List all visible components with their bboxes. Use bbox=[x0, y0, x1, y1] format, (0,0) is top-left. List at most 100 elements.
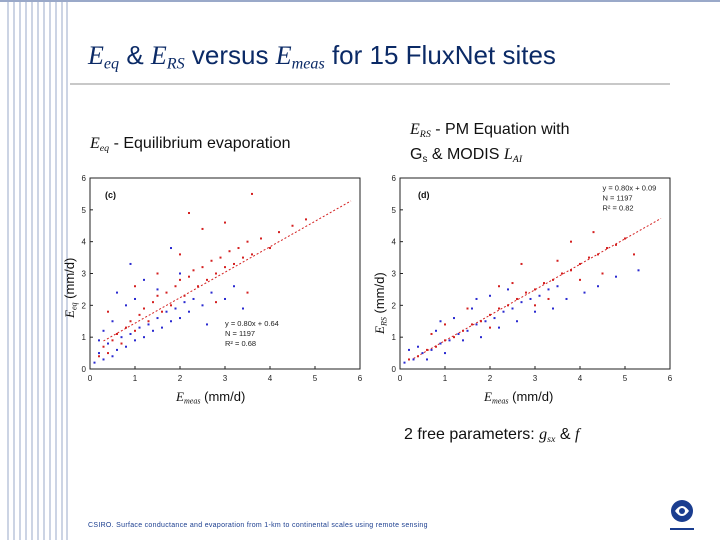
chart-c-point-blue bbox=[192, 297, 195, 300]
chart-d-point-blue bbox=[435, 329, 437, 332]
chart-d-point-blue bbox=[403, 361, 406, 364]
chart-d-point-red bbox=[552, 278, 554, 281]
chart-c-point-blue bbox=[152, 329, 154, 332]
chart-c-point-blue bbox=[179, 317, 181, 320]
free-parameters-note: 2 free parameters: gsx & f bbox=[404, 426, 579, 445]
chart-d-point-blue bbox=[529, 297, 532, 300]
chart-c-frame bbox=[89, 177, 361, 370]
chart-d-point-blue bbox=[408, 348, 410, 351]
chart-d-point-blue bbox=[597, 285, 599, 288]
chart-c-point-red bbox=[215, 272, 217, 275]
chart-d-annotation-line: y = 0.80x + 0.09 bbox=[603, 184, 657, 193]
chart-d-point-red bbox=[597, 253, 599, 256]
chart-c-point-blue bbox=[98, 339, 100, 342]
chart-c-point-blue bbox=[129, 262, 132, 265]
chart-c-xtick-label: 6 bbox=[358, 374, 363, 383]
scatter-chart-c: 0 1 2 3 4 5 6 0 1 2 3 4 5 6 (c) y = 0.80x + 0.64N = 119… bbox=[82, 174, 363, 383]
right-label-g-sub: s bbox=[422, 153, 428, 165]
chart-d-point-red bbox=[570, 269, 572, 272]
chart-c-point-blue bbox=[120, 336, 123, 339]
chart-d-point-blue bbox=[439, 342, 442, 345]
chart-d-panel-tag: (d) bbox=[418, 190, 430, 200]
left-label-sub: eq bbox=[99, 142, 110, 154]
chart-d-ylabel-sym: E bbox=[372, 326, 387, 334]
chart-c-point-blue bbox=[188, 310, 190, 313]
chart-c-panel-tag: (c) bbox=[105, 190, 116, 200]
chart-d-point-red bbox=[534, 304, 536, 307]
chart-c-point-blue bbox=[116, 348, 118, 351]
left-panel-label: Eeq - Equilibrium evaporation bbox=[90, 135, 291, 154]
chart-c-point-red bbox=[147, 320, 150, 323]
title-underline bbox=[70, 83, 670, 85]
chart-c-point-red bbox=[291, 224, 294, 227]
chart-d-point-blue bbox=[426, 358, 428, 361]
chart-d-point-red bbox=[534, 288, 536, 291]
chart-d-point-blue bbox=[475, 297, 478, 300]
chart-d-point-red bbox=[579, 278, 581, 281]
chart-c-point-blue bbox=[102, 329, 105, 332]
title-amp: & bbox=[119, 40, 151, 70]
chart-d-point-red bbox=[556, 259, 559, 262]
chart-c-ytick-label: 3 bbox=[82, 270, 87, 279]
chart-c-point-blue bbox=[134, 297, 136, 300]
chart-d-point-red bbox=[516, 297, 518, 300]
chart-c-point-red bbox=[188, 275, 190, 278]
chart-d-annotation-line: R² = 0.82 bbox=[603, 204, 634, 213]
chart-d-point-blue bbox=[421, 352, 424, 355]
title-e1: E bbox=[88, 41, 104, 70]
title-e2: E bbox=[150, 41, 167, 70]
chart-c-point-red bbox=[174, 285, 177, 288]
chart-d-point-blue bbox=[453, 317, 455, 320]
chart-d-point-blue bbox=[637, 269, 640, 272]
chart-c-xlabel-unit: (mm/d) bbox=[200, 389, 246, 404]
chart-d-point-red bbox=[606, 247, 608, 250]
chart-d-point-red bbox=[543, 282, 545, 285]
chart-c-point-red bbox=[116, 332, 118, 335]
chart-c-point-blue bbox=[98, 352, 100, 355]
chart-d-point-blue bbox=[457, 332, 460, 335]
chart-c-xtick-label: 1 bbox=[133, 374, 138, 383]
chart-c-point-red bbox=[233, 262, 235, 265]
chart-d-ylabel-sub: RS bbox=[379, 317, 389, 327]
params-g: g bbox=[539, 426, 548, 443]
chart-c-point-blue bbox=[143, 278, 145, 281]
top-rule bbox=[0, 0, 720, 2]
chart-d-point-blue bbox=[471, 307, 473, 310]
chart-d-point-blue bbox=[552, 307, 554, 310]
chart-c-ytick-label: 1 bbox=[82, 333, 87, 342]
chart-d-point-red bbox=[507, 304, 509, 307]
chart-d-xtick-label: 5 bbox=[623, 374, 628, 383]
footer-text: CSIRO. Surface conductance and evaporati… bbox=[88, 522, 428, 529]
chart-c-point-blue bbox=[165, 310, 168, 313]
chart-d-xlabel-unit: (mm/d) bbox=[508, 389, 554, 404]
chart-d-ylabel-unit: (mm/d) bbox=[372, 272, 387, 318]
chart-d-point-red bbox=[592, 231, 595, 234]
chart-c-point-blue bbox=[161, 326, 163, 329]
chart-d-point-red bbox=[435, 345, 437, 348]
chart-d-point-blue bbox=[538, 294, 541, 297]
chart-c-point-red bbox=[305, 218, 307, 221]
chart-d-point-red bbox=[489, 326, 491, 329]
chart-d-point-blue bbox=[439, 320, 442, 323]
chart-c-point-red bbox=[224, 221, 226, 224]
chart-d-point-blue bbox=[412, 358, 415, 361]
chart-c-ylabel-sym: E bbox=[62, 310, 77, 318]
chart-c-point-red bbox=[183, 294, 186, 297]
chart-c-point-red bbox=[152, 301, 154, 304]
chart-d-point-blue bbox=[556, 285, 559, 288]
right-label-g: G bbox=[410, 145, 423, 163]
chart-c-point-blue bbox=[134, 339, 136, 342]
left-label-sym: E bbox=[90, 135, 100, 152]
chart-d-point-red bbox=[471, 323, 473, 326]
chart-c-ylabel-unit: (mm/d) bbox=[62, 257, 77, 303]
chart-d-point-red bbox=[430, 332, 433, 335]
chart-c-point-blue bbox=[107, 342, 109, 345]
chart-d-point-blue bbox=[466, 329, 469, 332]
chart-d-point-blue bbox=[475, 323, 478, 326]
chart-c-ytick-label: 2 bbox=[82, 301, 87, 310]
title-e1-sub: eq bbox=[103, 55, 120, 73]
chart-c-point-red bbox=[246, 291, 249, 294]
chart-c-point-blue bbox=[129, 332, 132, 335]
chart-d-point-blue bbox=[583, 291, 586, 294]
chart-c-point-red bbox=[120, 342, 123, 345]
